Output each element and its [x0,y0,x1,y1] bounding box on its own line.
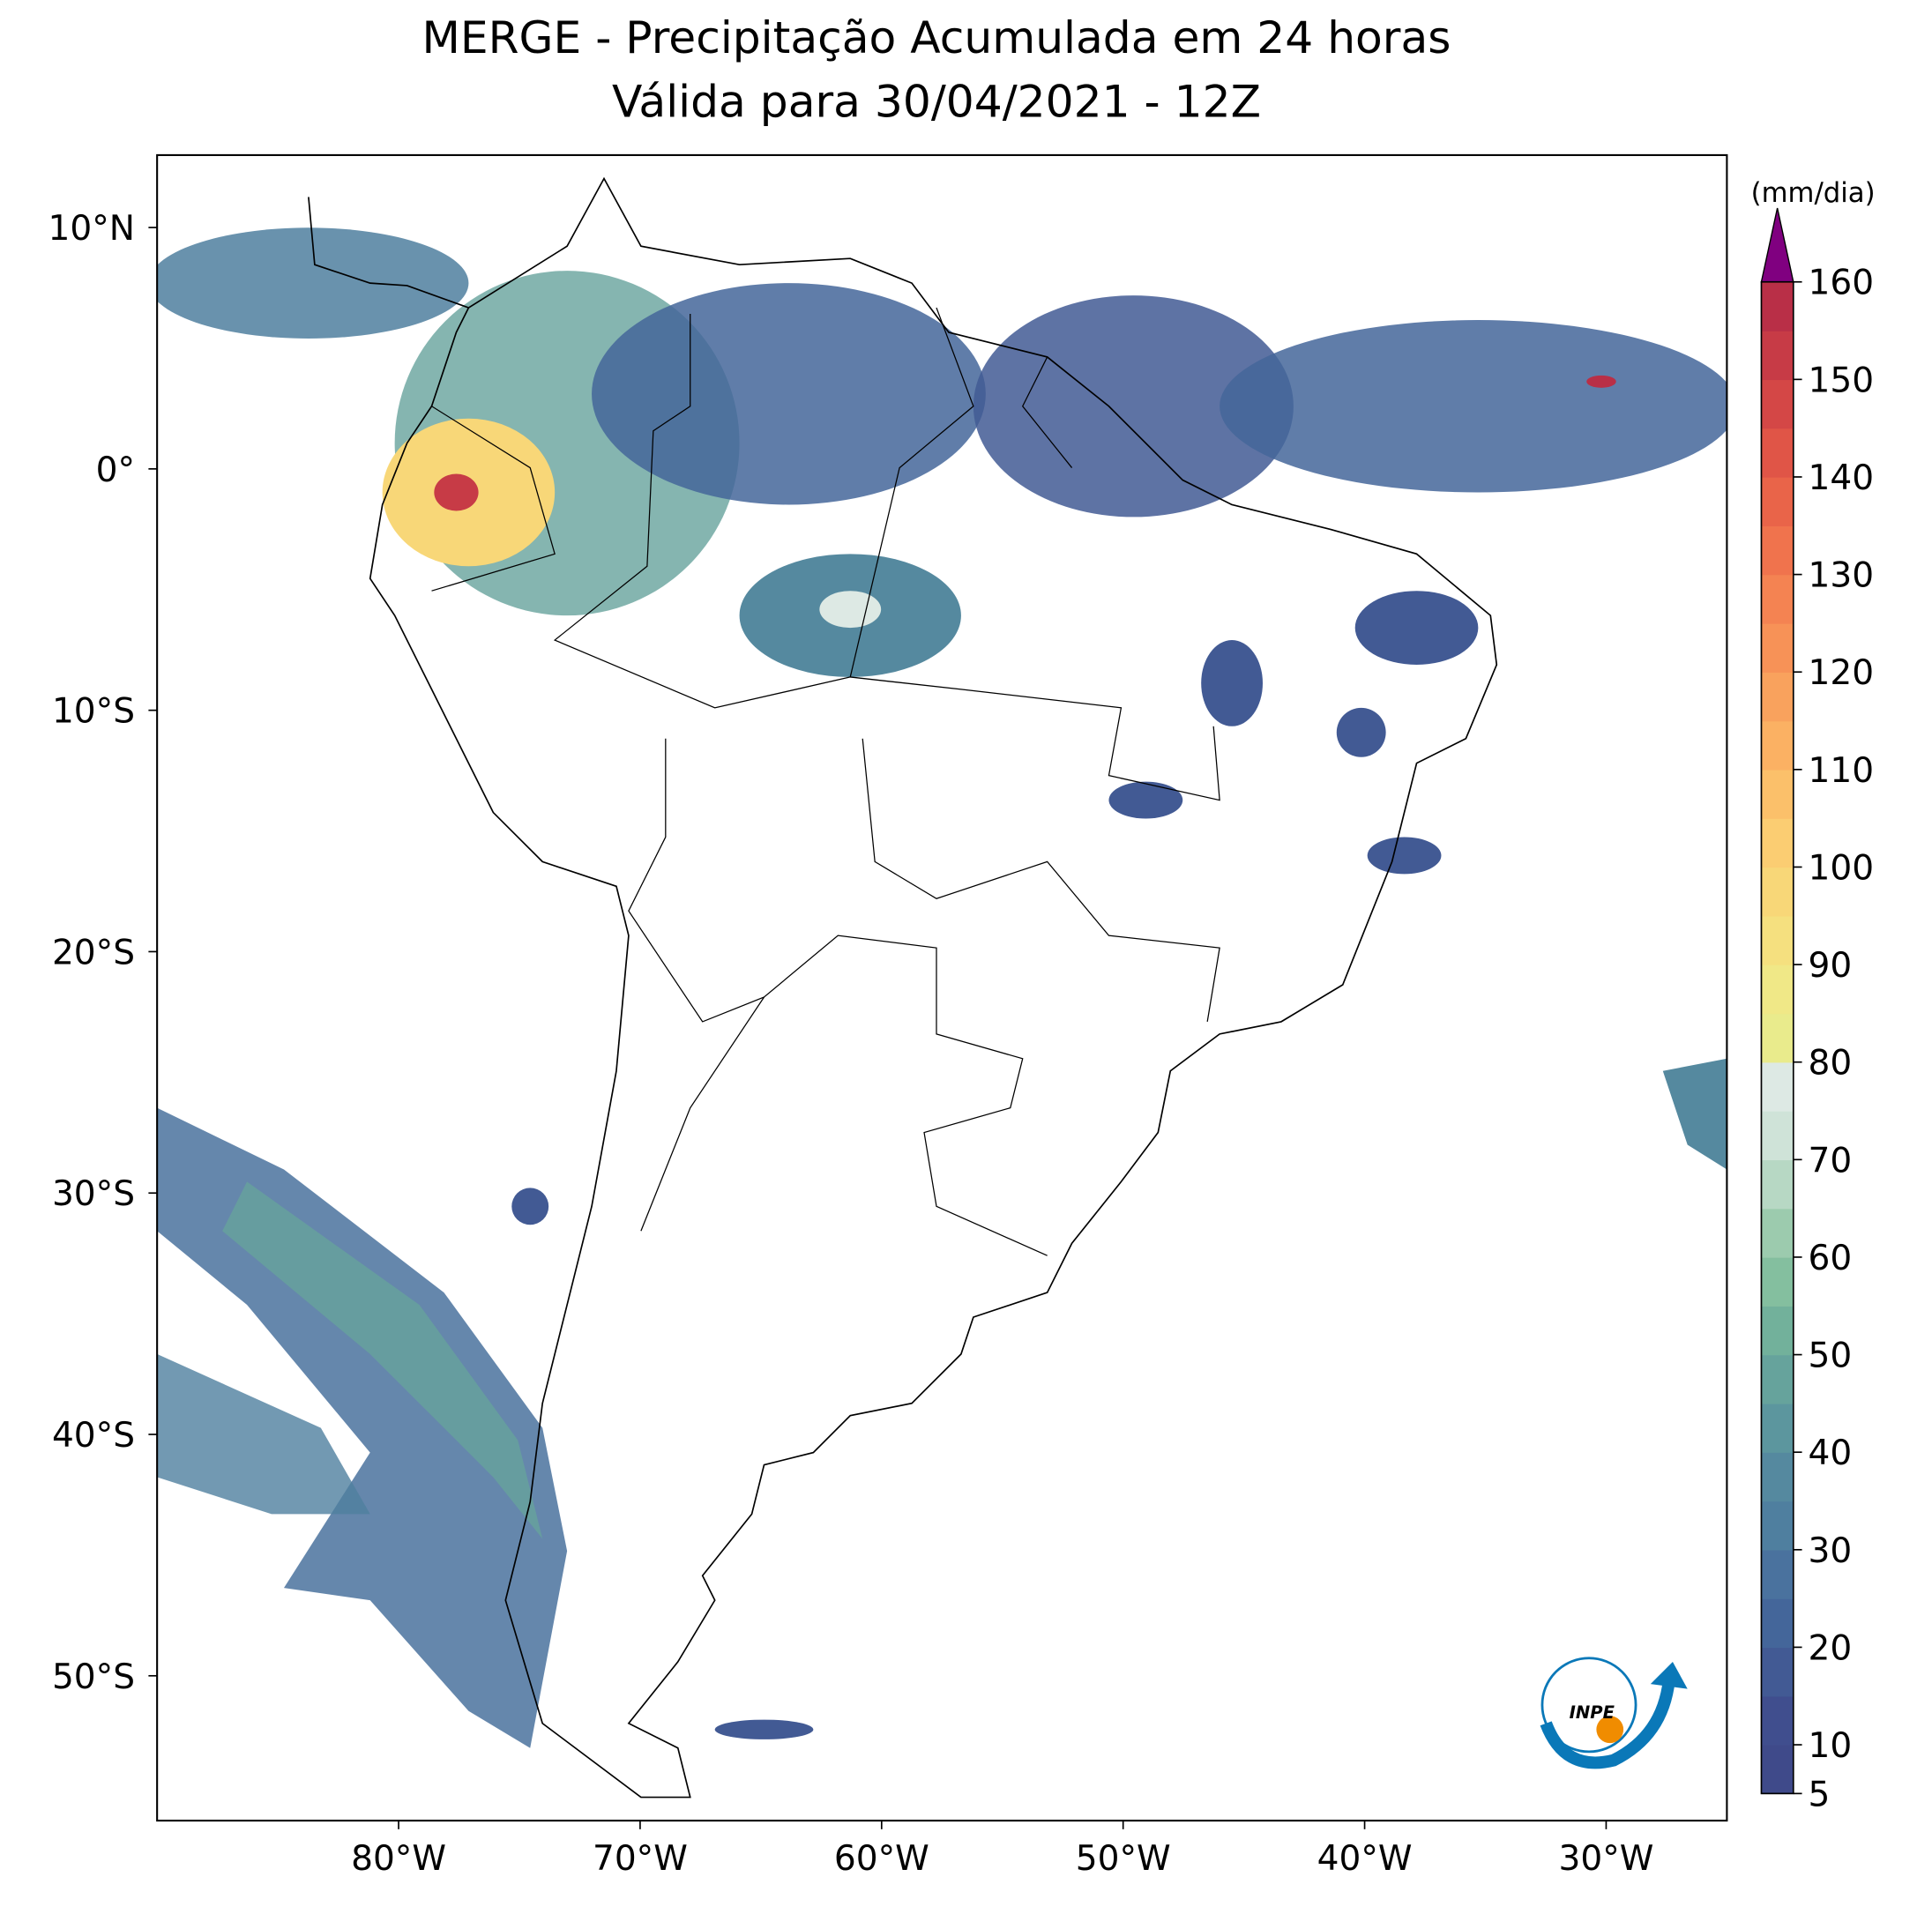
map-frame [156,153,1728,1822]
logo-text: INPE [1570,1702,1615,1723]
colorbar-band [1761,1159,1794,1210]
x-tick-label: 80°W [351,1839,446,1879]
y-tick-label: 50°S [52,1657,135,1697]
y-tick-label: 40°S [52,1416,135,1456]
colorbar-tick-label: 140 [1809,458,1875,498]
colorbar-extend [1760,207,1794,283]
colorbar-tick-label: 30 [1809,1531,1853,1571]
inpe-logo: INPE [1540,1657,1688,1769]
colorbar-tick-label: 100 [1809,848,1875,888]
colorbar-tick-label: 40 [1809,1434,1853,1473]
colorbar-tick-label: 120 [1809,653,1875,693]
x-tick-label: 40°W [1317,1839,1413,1879]
colorbar-band [1761,1208,1794,1258]
x-tick-label: 50°W [1076,1839,1171,1879]
colorbar-tick-label: 160 [1809,264,1875,303]
colorbar: (mm/dia) 5 10 20 30 40 50 60 70 80 90 100 110 120 130… [1751,177,1876,1814]
colorbar-frame [1760,280,1794,1795]
colorbar-band [1761,476,1794,526]
colorbar-band [1761,1403,1794,1453]
y-tick-label: 10°N [48,209,136,249]
colorbar-band [1761,1647,1794,1697]
colorbar-band [1761,915,1794,965]
colorbar-band [1761,331,1794,381]
colorbar-band [1761,379,1794,429]
colorbar-band [1761,525,1794,576]
colorbar-band [1761,622,1794,673]
borders [431,307,1220,1256]
colorbar-tick-label: 150 [1809,361,1875,400]
colorbar-band [1761,1745,1794,1795]
colorbar-tick-label: 90 [1809,946,1853,986]
x-tick-label: 60°W [834,1839,929,1879]
colorbar-tick-label: 20 [1809,1628,1853,1668]
precipitation [157,227,1727,1748]
colorbar-band [1761,1111,1794,1161]
colorbar-tick-label: 130 [1809,556,1875,596]
colorbar-band [1761,1549,1794,1599]
coastline [308,176,1498,1799]
colorbar-tick-label: 70 [1809,1141,1853,1180]
colorbar-band [1761,1354,1794,1404]
map: INPE [156,153,1728,1822]
colorbar-tick-label: 5 [1809,1775,1831,1814]
y-tick-label: 30°S [52,1174,135,1214]
colorbar-tick-label: 60 [1809,1239,1853,1278]
colorbar-band [1761,574,1794,624]
colorbar-band [1761,720,1794,771]
colorbar-band [1761,964,1794,1015]
colorbar-tick-label: 10 [1809,1726,1853,1766]
colorbar-band [1761,867,1794,917]
colorbar-tick-label: 80 [1809,1044,1853,1084]
y-tick-label: 10°S [52,692,135,732]
colorbar-band [1761,1501,1794,1551]
colorbar-label: (mm/dia) [1751,177,1876,209]
colorbar-band [1761,1256,1794,1307]
x-tick-label: 30°W [1558,1839,1653,1879]
colorbar-band [1761,1061,1794,1112]
colorbar-band [1761,1013,1794,1063]
colorbar-band [1761,1695,1794,1746]
colorbar-band [1761,769,1794,819]
colorbar-band [1761,1452,1794,1502]
title-line: MERGE - Precipitação Acumulada em 24 hor… [422,11,1451,63]
colorbar-band [1761,672,1794,722]
colorbar-band [1761,428,1794,478]
colorbar-band [1761,1306,1794,1356]
x-tick-label: 70°W [593,1839,688,1879]
colorbar-band [1761,818,1794,868]
title-line: Válida para 30/04/2021 - 12Z [612,76,1261,128]
colorbar-band [1761,281,1794,331]
colorbar-tick-label: 110 [1809,751,1875,791]
y-tick-label: 20°S [52,933,135,972]
y-tick-label: 0° [96,451,135,490]
colorbar-band [1761,1598,1794,1649]
colorbar-tick-label: 50 [1809,1337,1853,1376]
